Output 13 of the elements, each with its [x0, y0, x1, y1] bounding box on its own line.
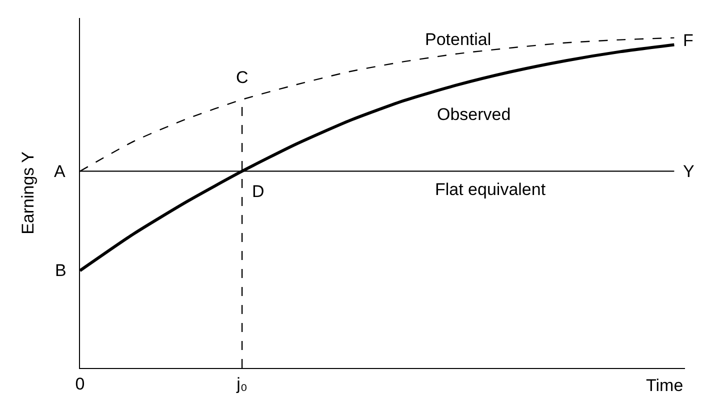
x-tick-label: 0 [75, 374, 85, 394]
series-label: Flat equivalent [435, 180, 546, 199]
annotation: D [252, 182, 264, 201]
series-label: Observed [437, 105, 511, 124]
annotation: A [54, 162, 66, 181]
series-label: Potential [425, 30, 492, 49]
annotation: B [55, 261, 66, 280]
annotation: F [683, 31, 694, 50]
annotation: C [236, 68, 248, 87]
y-axis-title: Earnings Y [18, 152, 38, 234]
x-tick-label: j₀ [236, 374, 248, 394]
annotation: Y [683, 162, 694, 181]
x-axis-title: Time [646, 376, 684, 395]
